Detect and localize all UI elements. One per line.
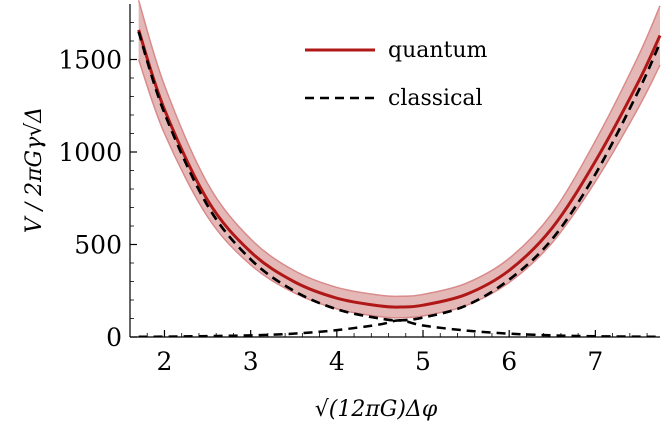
series-line-classical-lower <box>138 319 661 337</box>
x-tick-label: 7 <box>587 347 603 376</box>
y-tick-label: 500 <box>74 231 122 260</box>
x-tick-label: 5 <box>415 347 431 376</box>
series-line-classical-overlay <box>137 31 662 322</box>
legend: quantum classical <box>305 38 488 111</box>
y-tick-label: 1500 <box>58 46 122 75</box>
x-tick-label: 6 <box>501 347 517 376</box>
series-line-quantum <box>137 29 662 309</box>
y-axis-title: V / 2πGγ√Δ <box>22 107 47 233</box>
x-tick-label: 4 <box>329 347 345 376</box>
x-tick-label: 2 <box>157 347 173 376</box>
legend-label-quantum: quantum <box>388 38 488 63</box>
series-layer <box>137 29 662 337</box>
x-axis-ticks: 2 3 4 5 6 7 <box>146 330 648 376</box>
y-tick-label: 1000 <box>58 138 122 167</box>
quantum-band-lower-edge <box>137 59 661 319</box>
quantum-band-upper-edge <box>137 0 661 298</box>
y-axis-ticks: 0 500 1000 1500 <box>58 22 137 352</box>
y-tick-label: 0 <box>106 323 122 352</box>
legend-label-classical: classical <box>388 86 483 111</box>
quantum-uncertainty-band <box>137 0 661 319</box>
x-axis-title: √(12πG)Δφ <box>315 397 438 422</box>
x-tick-label: 3 <box>243 347 259 376</box>
